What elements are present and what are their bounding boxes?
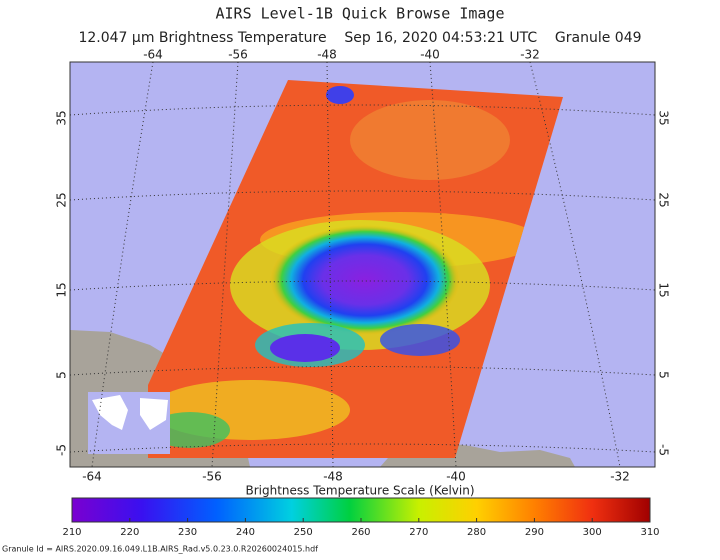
- colorbar-tick-label: 290: [525, 527, 544, 538]
- graticule: [70, 62, 655, 467]
- latitude-label: 25: [657, 192, 671, 207]
- latitude-label: 35: [55, 110, 69, 125]
- colorbar-tick-label: 260: [351, 527, 370, 538]
- colorbar-tick-label: 300: [583, 527, 602, 538]
- inset-globe: [88, 392, 170, 454]
- latitude-label: 25: [55, 192, 69, 207]
- latitude-label: 35: [657, 110, 671, 125]
- longitude-label: -48: [323, 470, 343, 484]
- colorbar-tick-label: 270: [409, 527, 428, 538]
- longitude-label: -48: [317, 48, 337, 62]
- longitude-label: -64: [82, 470, 102, 484]
- granule-id: Granule Id = AIRS.2020.09.16.049.L1B.AIR…: [2, 545, 318, 554]
- longitude-label: -40: [420, 48, 440, 62]
- latitude-label: 15: [657, 282, 671, 297]
- longitude-label: -56: [228, 48, 248, 62]
- map: [70, 62, 655, 467]
- longitude-label: -56: [202, 470, 222, 484]
- colorbar-tick-label: 250: [294, 527, 313, 538]
- colorbar-tick-label: 230: [178, 527, 197, 538]
- colorbar-tick-label: 280: [467, 527, 486, 538]
- longitude-label: -64: [143, 48, 163, 62]
- colorbar-title: Brightness Temperature Scale (Kelvin): [245, 484, 474, 498]
- latitude-label: 5: [55, 371, 69, 379]
- colorbar-tick-label: 240: [236, 527, 255, 538]
- latitude-label: -5: [55, 444, 69, 456]
- latitude-label: 15: [55, 282, 69, 297]
- longitude-label: -32: [520, 48, 540, 62]
- subtitle: 12.047 µm Brightness Temperature Sep 16,…: [78, 30, 641, 46]
- title: AIRS Level-1B Quick Browse Image: [216, 5, 505, 23]
- colorbar-tick-label: 210: [62, 527, 81, 538]
- colorbar-tick-label: 310: [640, 527, 659, 538]
- longitude-label: -32: [610, 470, 630, 484]
- longitude-label: -40: [446, 470, 466, 484]
- map-frame: [69, 61, 656, 468]
- latitude-label: 5: [657, 371, 671, 379]
- colorbar-tick-label: 220: [120, 527, 139, 538]
- latitude-label: -5: [657, 444, 671, 456]
